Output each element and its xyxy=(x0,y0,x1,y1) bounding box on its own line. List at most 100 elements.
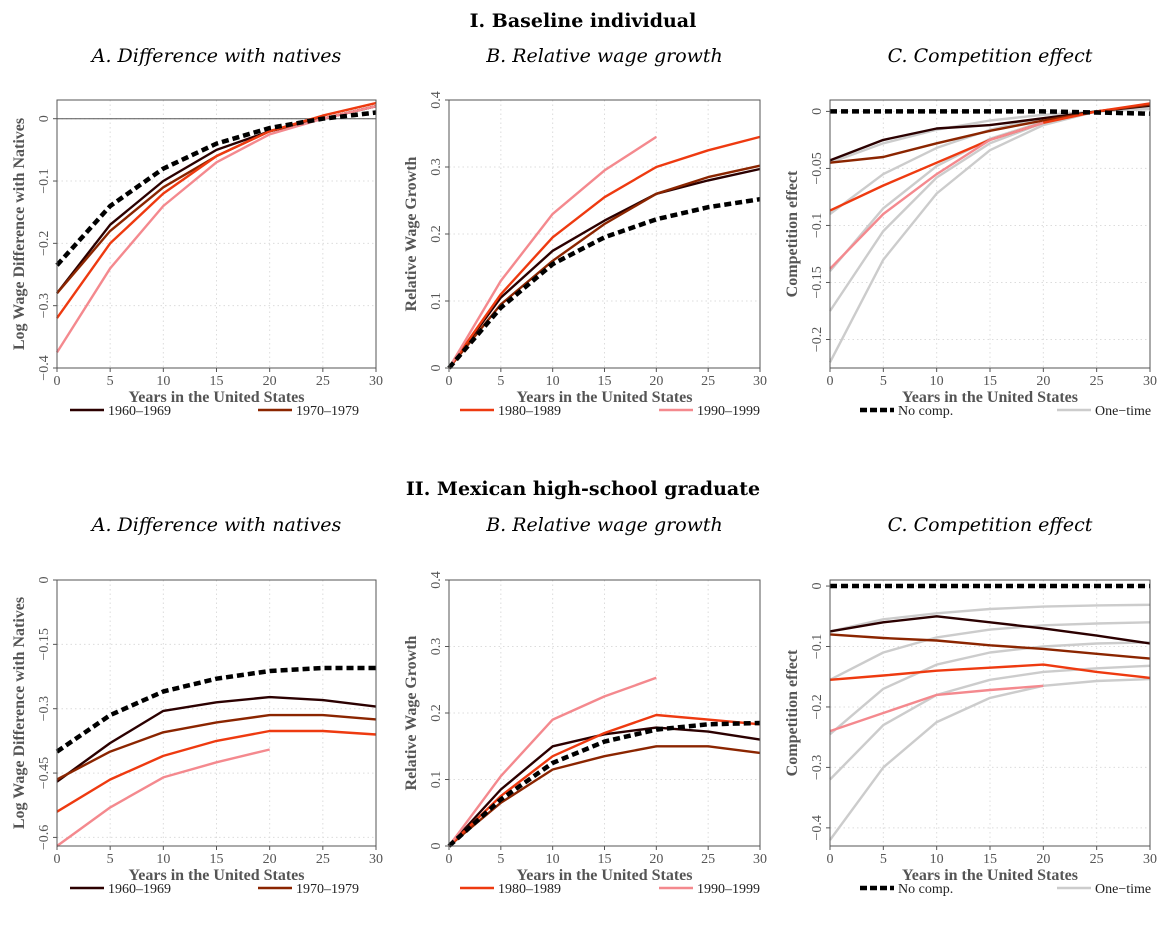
panel-title: C. Competition effect xyxy=(888,514,1093,536)
y-tick-label: 0.2 xyxy=(429,704,444,722)
series-line-c1980 xyxy=(448,713,761,847)
y-tick-label: −0.15 xyxy=(810,266,825,298)
x-tick-label: 20 xyxy=(263,852,277,867)
y-tick-label: 0.4 xyxy=(429,91,444,109)
x-tick-label: 10 xyxy=(156,852,170,867)
series-line-c1990 xyxy=(447,135,657,369)
x-axis-label: Years in the United States xyxy=(517,867,693,884)
section-title: I. Baseline individual xyxy=(470,10,697,32)
x-tick-label: 5 xyxy=(107,852,114,867)
y-axis-label: Competition effect xyxy=(784,649,801,776)
y-tick-label: −0.1 xyxy=(37,168,52,193)
x-tick-label: 20 xyxy=(1036,852,1050,867)
series-line-c1970 xyxy=(829,633,1151,660)
series-line-c1970 xyxy=(56,713,377,781)
series-line-nocomp xyxy=(55,665,376,754)
x-tick-label: 15 xyxy=(210,852,224,867)
chart-panel: C. Competition effect 0 5 10 15 20 25 30 0 −0.1 −0… xyxy=(784,514,1157,884)
panel-title: A. Difference with natives xyxy=(90,514,342,536)
series-line-c1980 xyxy=(56,729,377,813)
x-tick-label: 25 xyxy=(316,374,330,389)
series-line-onetime xyxy=(829,664,1151,781)
x-axis-label: Years in the United States xyxy=(129,389,305,406)
x-tick-label: 5 xyxy=(497,852,504,867)
x-tick-label: 25 xyxy=(1090,374,1104,389)
x-tick-label: 25 xyxy=(701,374,715,389)
x-axis-label: Years in the United States xyxy=(129,867,305,884)
x-tick-label: 30 xyxy=(369,374,383,389)
x-tick-label: 15 xyxy=(210,374,224,389)
series-line-nocomp xyxy=(55,110,377,267)
x-tick-label: 15 xyxy=(983,852,997,867)
y-tick-label: −0.15 xyxy=(37,628,52,660)
x-tick-label: 10 xyxy=(930,852,944,867)
y-tick-label: −0.05 xyxy=(810,152,825,184)
legend-label: 1990–1999 xyxy=(697,404,760,419)
legend-label: 1960–1969 xyxy=(108,882,171,897)
x-tick-label: 10 xyxy=(930,374,944,389)
x-tick-label: 20 xyxy=(263,374,277,389)
legend-label: One−time xyxy=(1095,404,1151,419)
x-tick-label: 5 xyxy=(497,374,504,389)
y-tick-label: −0.1 xyxy=(810,213,825,238)
panel-title: B. Relative wage growth xyxy=(485,514,723,536)
x-tick-label: 0 xyxy=(446,852,453,867)
series-line-c1970 xyxy=(448,164,761,369)
series-line-c1980 xyxy=(56,101,377,319)
legend-label: 1970–1979 xyxy=(296,404,359,419)
series-line-nocomp xyxy=(447,196,761,370)
series-line-nocomp xyxy=(830,109,1151,116)
chart-panel: B. Relative wage growth 0 5 10 15 20 25 30 0 0.1 0… xyxy=(403,45,767,406)
y-tick-label: 0.4 xyxy=(429,571,444,589)
y-tick-label: −0.45 xyxy=(37,757,52,789)
series-line-c1990 xyxy=(829,121,1044,270)
y-tick-label: −0.2 xyxy=(810,327,825,352)
series-line-c1990 xyxy=(56,748,270,847)
x-axis-label: Years in the United States xyxy=(902,389,1078,406)
x-tick-label: 30 xyxy=(753,852,767,867)
x-tick-label: 15 xyxy=(598,374,612,389)
series-line-c1990 xyxy=(448,676,657,847)
x-tick-label: 0 xyxy=(827,852,834,867)
panel-title: B. Relative wage growth xyxy=(485,45,723,67)
series-line-nocomp xyxy=(447,720,761,848)
section-title: II. Mexican high-school graduate xyxy=(406,478,760,500)
legend-label: One−time xyxy=(1095,882,1151,897)
x-tick-label: 0 xyxy=(54,374,61,389)
series-line-c1990 xyxy=(829,684,1044,733)
y-axis-label: Relative Wage Growth xyxy=(403,635,420,790)
series-line-onetime xyxy=(829,677,1151,841)
y-tick-label: 0 xyxy=(429,365,444,372)
x-tick-label: 0 xyxy=(827,374,834,389)
legend-label: 1980–1989 xyxy=(498,404,561,419)
y-tick-label: −0.3 xyxy=(37,696,52,721)
series-line-onetime xyxy=(829,603,1151,633)
y-tick-label: 0.1 xyxy=(429,771,444,789)
y-tick-label: 0 xyxy=(37,115,52,122)
y-tick-label: −0.2 xyxy=(810,694,825,719)
series-line-c1980 xyxy=(829,663,1151,681)
y-tick-label: 0.1 xyxy=(429,292,444,310)
y-axis-label: Relative Wage Growth xyxy=(403,156,420,311)
chart-panel: C. Competition effect 0 5 10 15 20 25 30 0 −0.05 −… xyxy=(784,45,1157,406)
x-tick-label: 25 xyxy=(701,852,715,867)
plot-frame xyxy=(448,99,761,369)
chart-panel: B. Relative wage growth 0 5 10 15 20 25 30 0 0.1 0… xyxy=(403,514,767,884)
y-tick-label: 0.3 xyxy=(429,158,444,176)
x-tick-label: 30 xyxy=(369,852,383,867)
x-tick-label: 0 xyxy=(446,374,453,389)
series-line-c1980 xyxy=(448,135,761,369)
y-tick-label: −0.4 xyxy=(37,355,52,380)
y-tick-label: 0 xyxy=(429,843,444,850)
y-tick-label: 0 xyxy=(810,108,825,115)
series-line-onetime xyxy=(829,621,1151,681)
x-tick-label: 0 xyxy=(54,852,61,867)
panel-title: C. Competition effect xyxy=(888,45,1093,67)
y-tick-label: −0.2 xyxy=(37,231,52,256)
legend-label: No comp. xyxy=(898,404,953,419)
panel-title: A. Difference with natives xyxy=(90,45,342,67)
y-tick-label: −0.1 xyxy=(810,634,825,659)
